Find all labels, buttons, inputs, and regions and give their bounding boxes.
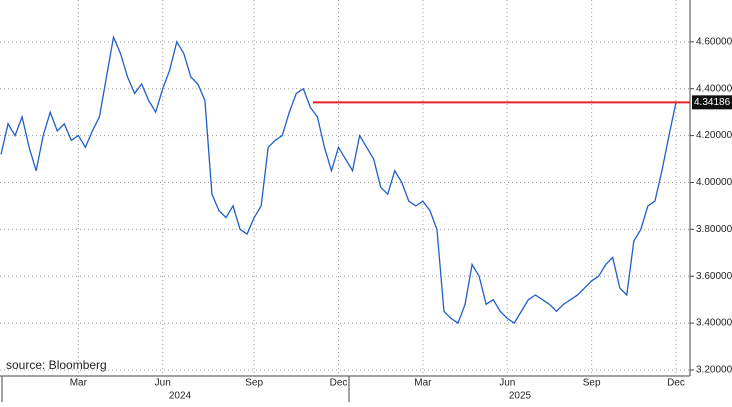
x-tick-label: Mar <box>414 378 432 389</box>
y-tick-label: 4.40000 <box>696 83 732 94</box>
year-label: 2024 <box>169 391 192 402</box>
y-tick-label: 4.00000 <box>696 177 732 188</box>
last-value-box <box>692 95 732 110</box>
price-line <box>0 34 677 325</box>
x-tick-label: Sep <box>583 378 601 389</box>
y-tick-label: 3.60000 <box>696 271 732 282</box>
y-tick-label: 3.20000 <box>696 365 732 376</box>
x-tick-label: Jun <box>499 378 515 389</box>
y-tick-label: 4.60000 <box>696 36 732 47</box>
x-tick-label: Dec <box>330 378 348 389</box>
y-tick-label: 4.20000 <box>696 130 732 141</box>
x-tick-label: Dec <box>667 378 685 389</box>
y-tick-label: 3.80000 <box>696 224 732 235</box>
last-value-label: 4.34186 <box>694 97 731 108</box>
year-label: 2025 <box>509 391 532 402</box>
x-tick-label: Sep <box>245 378 263 389</box>
source: source: Bloomberg <box>6 358 107 372</box>
x-tick-label: Jun <box>155 378 171 389</box>
y-tick-label: 3.40000 <box>696 318 732 329</box>
x-tick-label: Mar <box>70 378 88 389</box>
